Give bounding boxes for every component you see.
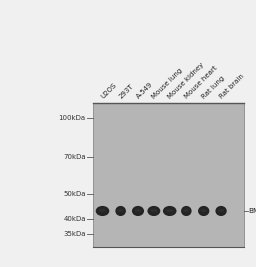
Bar [93,103,244,247]
Text: Mouse kidney: Mouse kidney [167,61,205,100]
Text: 100kDa: 100kDa [59,115,86,121]
Ellipse shape [118,209,124,212]
Text: Mouse lung: Mouse lung [151,67,184,100]
Ellipse shape [201,209,207,212]
Ellipse shape [115,206,126,216]
Ellipse shape [181,206,191,216]
Ellipse shape [215,206,227,216]
Ellipse shape [166,209,174,212]
Ellipse shape [147,206,160,216]
Ellipse shape [183,209,189,212]
Ellipse shape [150,209,157,212]
Text: 70kDa: 70kDa [63,154,86,160]
Text: Rat brain: Rat brain [218,73,245,100]
Text: 40kDa: 40kDa [63,216,86,222]
Text: 50kDa: 50kDa [63,191,86,197]
Ellipse shape [135,209,141,212]
Ellipse shape [163,206,176,216]
Ellipse shape [99,209,106,212]
Text: 293T: 293T [118,83,134,100]
Ellipse shape [198,206,209,216]
Text: BMP6: BMP6 [248,208,256,214]
Text: Mouse heart: Mouse heart [183,65,218,100]
Ellipse shape [218,209,224,212]
Text: Rat lung: Rat lung [201,75,226,100]
Text: 35kDa: 35kDa [63,231,86,237]
Text: U2OS: U2OS [100,82,118,100]
Text: A-549: A-549 [135,81,154,100]
Ellipse shape [96,206,109,216]
Ellipse shape [132,206,144,216]
